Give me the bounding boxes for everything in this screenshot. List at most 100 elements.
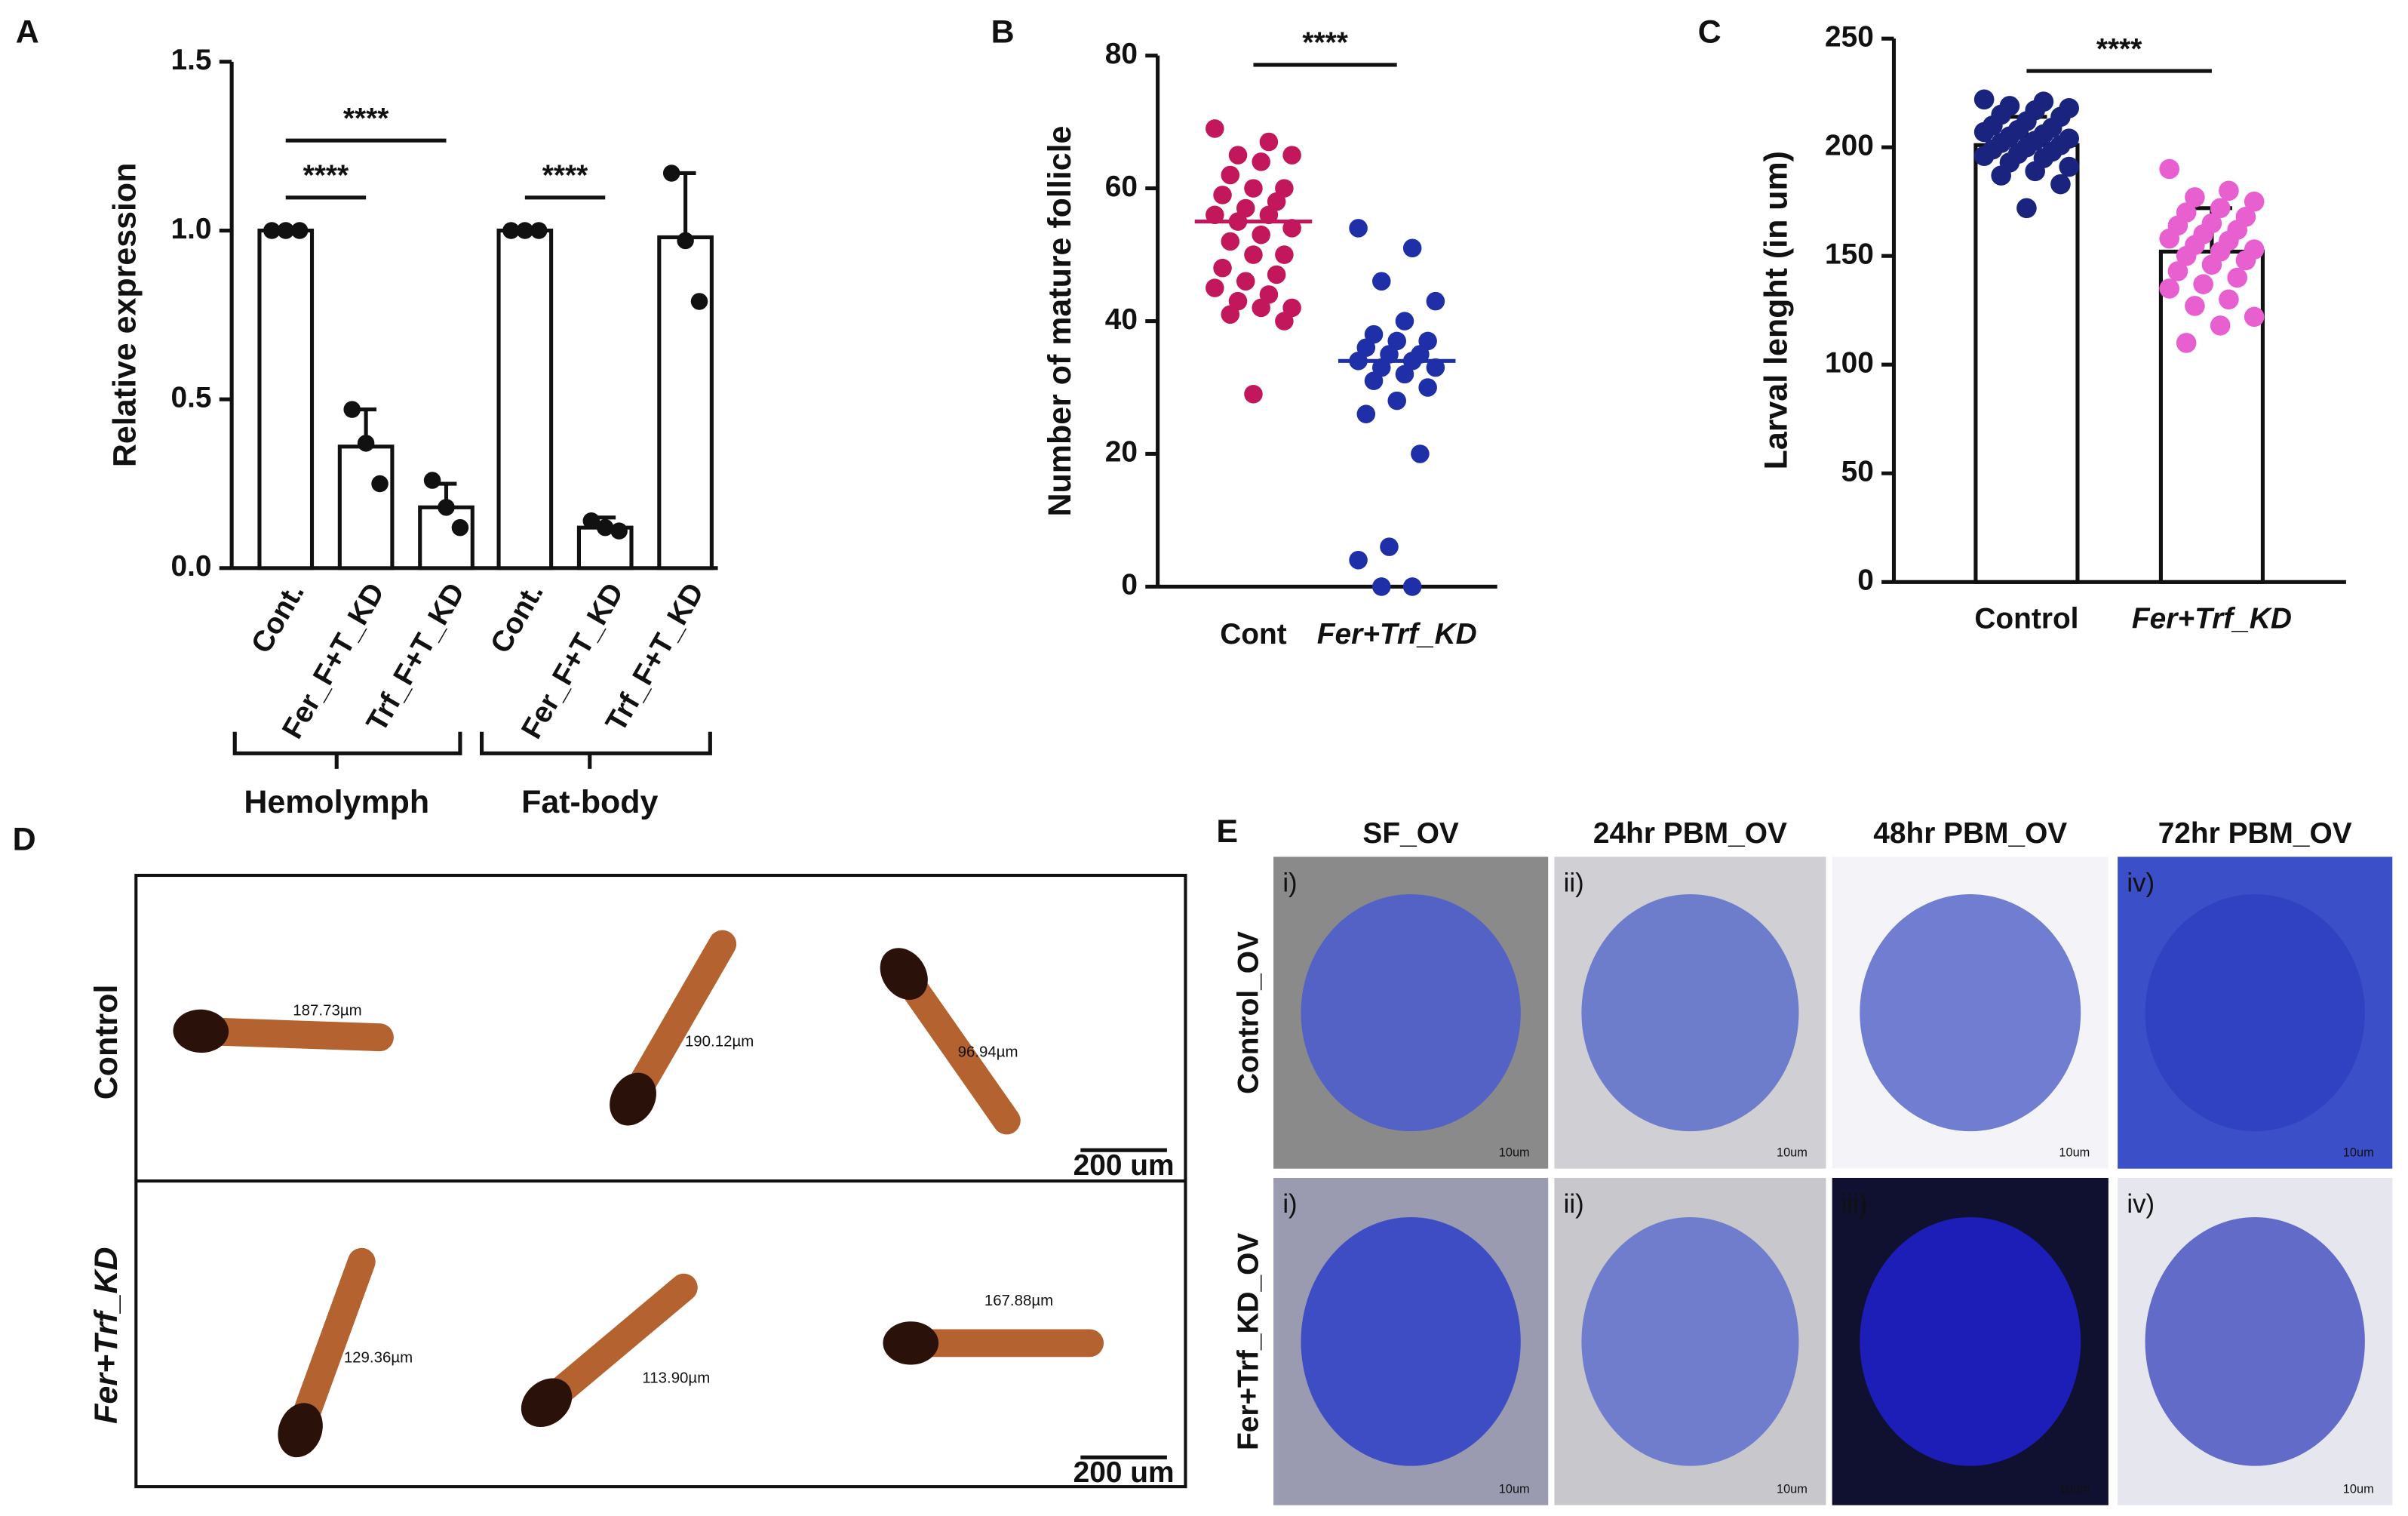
data-point	[1236, 272, 1255, 291]
data-point	[2025, 161, 2045, 182]
measurement-label: 187.73µm	[293, 1001, 361, 1019]
larva-body	[288, 1247, 376, 1438]
x-tick-label: Fer+Trf_KD	[1317, 618, 1477, 650]
data-point	[1426, 291, 1445, 311]
data-point	[2227, 267, 2247, 288]
ovary	[1301, 894, 1521, 1132]
data-point	[263, 222, 281, 239]
larva	[173, 1009, 394, 1053]
data-point	[1371, 577, 1391, 596]
scale-label: 10um	[1777, 1146, 1808, 1160]
scale-label: 10um	[2059, 1146, 2090, 1160]
larva-head	[880, 948, 928, 1000]
data-point	[1244, 179, 1263, 198]
data-point	[1418, 378, 1437, 397]
row-label: Fer+Trf_KD_OV	[1233, 1233, 1265, 1450]
data-point	[1206, 278, 1224, 297]
data-point	[2244, 306, 2265, 327]
scale-bar-label: 200 um	[1073, 1456, 1175, 1489]
data-point	[610, 522, 628, 540]
scale-label: 10um	[1499, 1146, 1530, 1160]
ovary	[2145, 1217, 2365, 1466]
data-point	[2210, 198, 2231, 219]
y-tick-label: 200	[1825, 129, 1874, 161]
larva-body	[903, 1329, 1104, 1358]
scale-label: 10um	[2343, 1483, 2374, 1496]
data-point	[1387, 391, 1407, 411]
larva-head	[610, 1072, 656, 1126]
data-point	[290, 222, 309, 239]
scale-label: 10um	[2059, 1483, 2090, 1496]
larva	[521, 1273, 698, 1428]
data-point	[1259, 205, 1279, 225]
bar	[418, 505, 475, 570]
column-header: 72hr PBM_OV	[2158, 817, 2352, 850]
data-point	[1228, 146, 1248, 165]
tile-label: ii)	[1564, 869, 1584, 897]
significance-label: ****	[343, 103, 389, 135]
data-point	[530, 222, 548, 239]
row-label: Control_OV	[1233, 931, 1265, 1094]
tile-label: ii)	[1564, 1190, 1584, 1219]
bar	[496, 228, 554, 570]
group-label: Fat-body	[521, 784, 658, 820]
larva-body	[537, 1273, 698, 1413]
panel-letter: A	[16, 14, 39, 50]
y-tick-label: 40	[1105, 303, 1138, 336]
ovary	[1581, 894, 1799, 1132]
data-point	[1213, 258, 1232, 278]
larva	[278, 1247, 376, 1458]
data-point	[2201, 254, 2222, 275]
data-point	[2176, 333, 2197, 353]
bar	[657, 235, 714, 570]
panel-letter: E	[1216, 813, 1238, 850]
y-tick-label: 1.5	[171, 44, 212, 76]
data-point	[1228, 212, 1248, 231]
larva-body	[193, 1017, 394, 1052]
data-point	[1402, 577, 1422, 596]
bar	[257, 228, 315, 570]
ovary	[1581, 1217, 1799, 1466]
data-point	[1371, 272, 1391, 291]
data-point	[1349, 219, 1368, 238]
data-point	[1395, 312, 1414, 331]
y-tick-label: 250	[1825, 20, 1874, 53]
significance-label: ****	[542, 160, 588, 192]
column-header: 24hr PBM_OV	[1593, 817, 1787, 850]
data-point	[2050, 174, 2071, 195]
data-point	[2219, 180, 2239, 201]
data-point	[2159, 228, 2179, 249]
data-point	[2159, 278, 2179, 299]
y-tick-label: 80	[1105, 38, 1138, 70]
measurement-label: 113.90µm	[642, 1369, 710, 1386]
x-tick-label: Cont.	[484, 578, 550, 659]
data-point	[516, 222, 534, 239]
x-tick-label: Control	[1974, 603, 2078, 635]
larva-head	[278, 1403, 323, 1458]
data-point	[2159, 158, 2179, 180]
data-point	[1973, 121, 1995, 143]
y-tick-label: 50	[1841, 456, 1874, 488]
data-point	[1252, 152, 1270, 171]
data-point	[677, 232, 694, 250]
data-point	[1252, 225, 1270, 244]
measurement-label: 167.88µm	[984, 1292, 1053, 1309]
x-tick-label: Cont	[1220, 618, 1287, 650]
data-point	[2235, 250, 2256, 271]
data-point	[2176, 245, 2197, 266]
y-tick-label: 100	[1825, 346, 1874, 379]
y-axis-title: Number of mature follicle	[1042, 126, 1078, 517]
larva-head	[883, 1321, 939, 1365]
larva-head	[173, 1009, 229, 1053]
data-point	[662, 165, 680, 182]
y-tick-label: 0.5	[171, 381, 212, 414]
data-point	[1402, 238, 1422, 258]
data-point	[1282, 146, 1301, 165]
panel-letter: D	[13, 821, 36, 857]
data-point	[1259, 132, 1279, 152]
data-point	[502, 222, 520, 239]
x-tick-label: Fer+Trf_KD	[2132, 603, 2292, 635]
y-tick-label: 1.0	[171, 213, 212, 245]
data-point	[2210, 315, 2231, 336]
tile-label: iv)	[2127, 1190, 2155, 1219]
